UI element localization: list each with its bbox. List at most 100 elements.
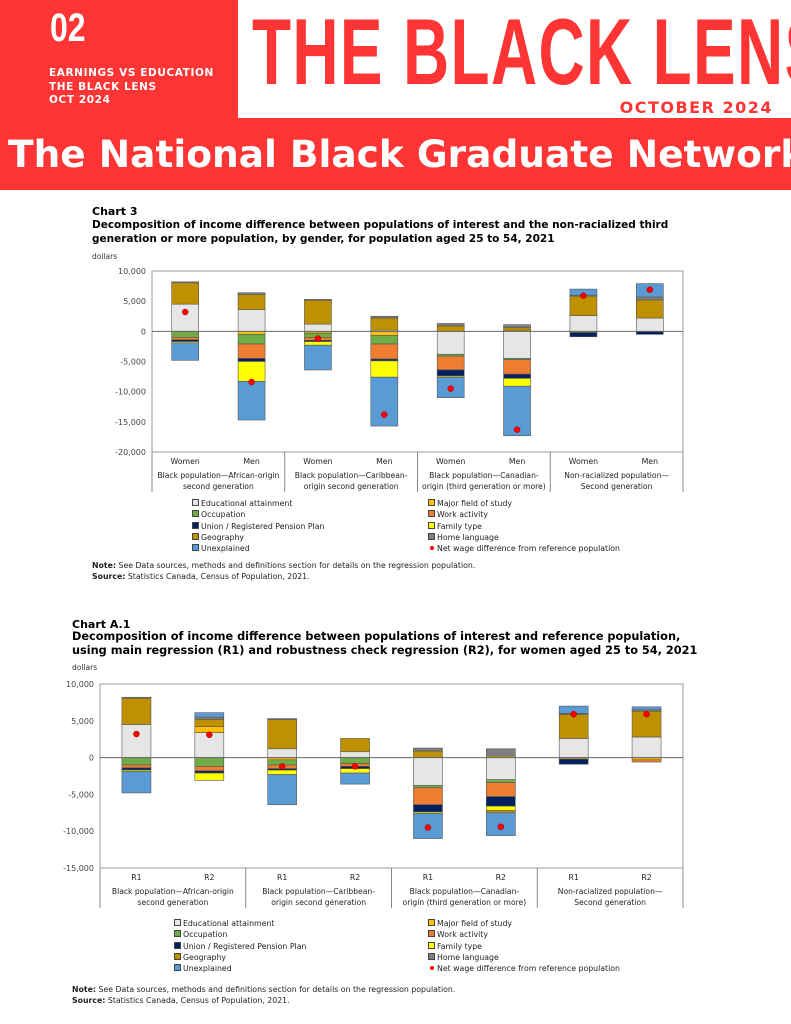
net-difference-point <box>181 308 189 316</box>
bar-segment-educational-attainment <box>631 736 662 758</box>
legend-swatch-icon <box>428 499 435 506</box>
group-label: origin second generation <box>304 482 399 491</box>
bar-segment-geography <box>267 719 297 750</box>
bar-segment-work-activity <box>194 766 225 772</box>
x-tick-label: Men <box>376 457 393 466</box>
bar-segment-geography <box>237 294 266 310</box>
bar-segment-educational-attainment <box>436 331 465 355</box>
group-label: origin (third generation or more) <box>422 482 546 491</box>
y-tick-label: 5,000 <box>123 297 146 306</box>
x-tick-label: R1 <box>131 873 141 882</box>
x-tick-label: R1 <box>277 873 287 882</box>
legend-label: Geography <box>201 532 245 542</box>
bar-segment-home-language <box>121 696 152 699</box>
legend-label: Geography <box>183 952 227 962</box>
bar-segment-educational-attainment <box>237 309 266 332</box>
subtitle-line: EARNINGS VS EDUCATION <box>49 67 214 79</box>
bar-segment-educational-attainment <box>267 748 297 758</box>
legend-label: Occupation <box>201 510 246 520</box>
bar-segment-educational-attainment <box>413 757 443 786</box>
net-difference-point <box>206 731 213 739</box>
bar-segment-union-registered-pension-plan <box>486 796 516 807</box>
bar-segment-educational-attainment <box>503 331 531 359</box>
bar-segment-work-activity <box>413 787 443 806</box>
x-tick-label: Women <box>171 457 200 466</box>
issue-block: 02 EARNINGS VS EDUCATION THE BLACK LENS … <box>0 0 238 118</box>
plot-area <box>151 270 684 453</box>
legend-swatch-icon <box>428 532 435 540</box>
masthead-title: THE BLACK LENS <box>252 0 791 104</box>
y-tick-label: -15,000 <box>115 418 146 427</box>
bar-segment-geography <box>636 299 664 319</box>
x-tick-label: R2 <box>641 873 651 882</box>
group-label: Second generation <box>581 482 653 491</box>
chart-title: Decomposition of income difference betwe… <box>72 630 698 657</box>
bar-segment-home-language <box>194 716 225 720</box>
bar-segment-union-registered-pension-plan <box>121 767 152 771</box>
legend-item: Net wage difference from reference popul… <box>428 964 620 975</box>
legend-swatch-icon <box>192 521 199 529</box>
chart-a1: 10,000 5,000 0 -5,000 -10,000 -15,000 R1 R2 R1 R2… <box>63 680 684 908</box>
legend-label: Work activity <box>437 510 488 520</box>
legend-item: Home language <box>428 952 499 964</box>
bar-segment-union-registered-pension-plan <box>436 369 465 377</box>
legend-swatch-icon <box>192 510 199 518</box>
legend-label: Work activity <box>437 930 488 940</box>
bar-segment-educational-attainment <box>486 757 516 780</box>
net-difference-point <box>580 292 587 299</box>
bar-segment-occupation <box>486 779 516 783</box>
legend-item: Family type <box>428 521 482 533</box>
legend-label: Major field of study <box>437 499 513 508</box>
legend-swatch-icon <box>174 952 181 960</box>
bar-segment-work-activity <box>121 764 152 769</box>
legend-label: Home language <box>437 952 499 962</box>
bar-segment-work-activity <box>631 759 662 763</box>
net-difference-point <box>424 824 432 831</box>
plot-area <box>99 683 684 869</box>
y-tick-label: -15,000 <box>63 864 94 873</box>
net-difference-point <box>570 710 577 718</box>
legend-item: Work activity <box>428 510 488 521</box>
legend-label: Union / Registered Pension Plan <box>183 941 307 951</box>
legend-label: Unexplained <box>201 544 250 554</box>
legend-label: Home language <box>437 532 499 542</box>
x-tick-label: R2 <box>350 873 360 882</box>
chart-title: Decomposition of income difference betwe… <box>92 219 669 245</box>
bar-segment-home-language <box>370 315 399 319</box>
legend-item: Net wage difference from reference popul… <box>428 544 620 555</box>
chart-3: 10,000 5,000 0 -5,000 -10,000 -15,000 -20,000 W… <box>115 267 684 492</box>
y-axis-label: dollars <box>92 252 118 261</box>
legend-dot-icon <box>430 546 434 551</box>
group-label: second generation <box>137 898 208 907</box>
x-tick-label: R1 <box>568 873 578 882</box>
bar-segment-occupation <box>237 334 266 345</box>
bar-segment-geography <box>436 325 465 332</box>
bar-segment-work-activity <box>370 343 399 360</box>
bar-segment-educational-attainment <box>569 315 598 332</box>
legend-label: Occupation <box>183 930 228 940</box>
banner: The National Black Graduate Network <box>0 118 791 190</box>
bar-segment-geography <box>171 282 199 305</box>
subtitle-line: OCT 2024 <box>49 94 111 106</box>
legend-item: Occupation <box>174 930 227 941</box>
bar-segment-work-activity <box>503 359 531 375</box>
bar-segment-geography <box>558 713 589 739</box>
bar-segment-geography <box>121 697 152 725</box>
legend-item: Family type <box>428 941 482 953</box>
y-tick-label: 10,000 <box>118 267 146 276</box>
net-difference-point <box>314 335 322 342</box>
bar-segment-union-registered-pension-plan <box>558 758 589 765</box>
source-text: Statistics Canada, Census of Population,… <box>105 995 290 1005</box>
chart-note: Note: See Data sources, methods and defi… <box>92 561 475 582</box>
legend-label: Net wage difference from reference popul… <box>437 544 620 554</box>
bar-segment-unexplained <box>340 772 370 785</box>
bar-segment-geography <box>194 719 225 727</box>
note-label: Note: <box>72 985 97 994</box>
net-difference-point <box>248 378 255 386</box>
group-label: second generation <box>183 482 254 491</box>
y-tick-label: 0 <box>141 327 146 336</box>
legend-swatch-icon <box>192 499 199 506</box>
legend-item: Union / Registered Pension Plan <box>174 941 307 953</box>
x-tick-label: R1 <box>423 873 433 882</box>
source-text: Statistics Canada, Census of Population,… <box>125 571 310 581</box>
